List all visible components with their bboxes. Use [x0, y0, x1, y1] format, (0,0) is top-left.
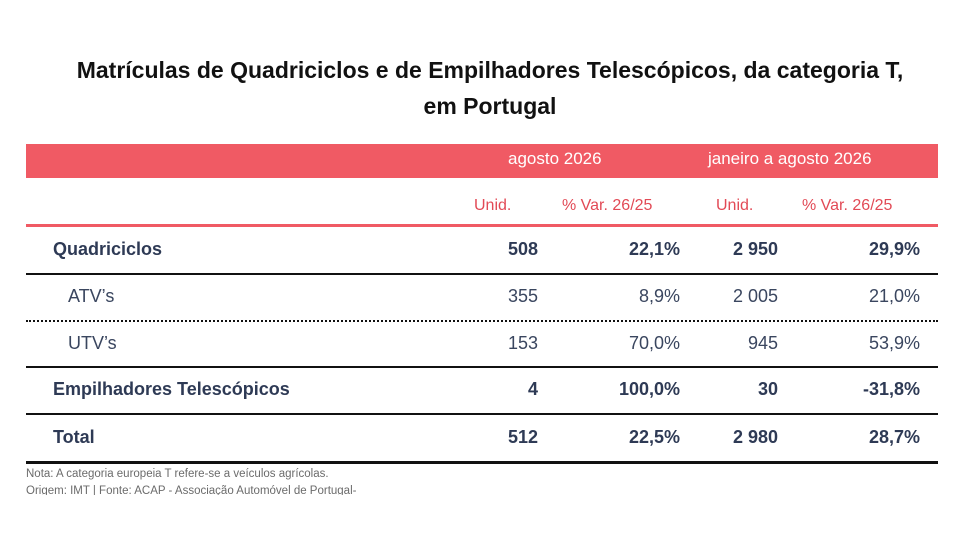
period-header-band: agosto 2026 janeiro a agosto 2026	[26, 144, 938, 178]
row-label: Empilhadores Telescópicos	[53, 379, 290, 399]
row-divider	[26, 413, 938, 415]
period-header-ytd: janeiro a agosto 2026	[708, 149, 872, 168]
cell-units-ytd: 2 980	[732, 427, 778, 447]
col-var-ytd: % Var. 26/25	[802, 197, 893, 214]
table-bottom-border	[26, 461, 938, 464]
table-row-total: Total 512 22,5% 2 980 28,7%	[26, 416, 938, 462]
cell-units-month: 508	[507, 239, 538, 259]
row-label: UTV’s	[68, 333, 117, 353]
cell-var-month: 22,5%	[628, 427, 680, 447]
table-row: ATV’s 355 8,9% 2 005 21,0%	[26, 275, 938, 321]
cell-var-ytd: 28,7%	[868, 427, 920, 447]
cell-units-ytd: 2 950	[732, 239, 778, 259]
cell-var-month: 8,9%	[638, 286, 680, 306]
col-units-month: Unid.	[474, 197, 512, 214]
cell-var-month: 22,1%	[628, 239, 680, 259]
title-line-1: Matrículas de Quadriciclos e de Empilhad…	[76, 57, 904, 83]
cell-units-ytd: 945	[747, 333, 778, 353]
header-divider	[26, 224, 938, 227]
title-line-2: em Portugal	[423, 93, 557, 119]
col-units-ytd: Unid.	[716, 197, 754, 214]
cell-units-month: 355	[507, 286, 538, 306]
cell-units-month: 512	[507, 427, 538, 447]
cell-units-month: 153	[507, 333, 538, 353]
row-label: ATV’s	[68, 286, 115, 306]
cell-var-ytd: 53,9%	[868, 333, 920, 353]
cell-var-ytd: 21,0%	[868, 286, 920, 306]
cell-units-ytd: 30	[757, 379, 778, 399]
table-row: UTV’s 153 70,0% 945 53,9%	[26, 322, 938, 368]
cell-var-ytd: 29,9%	[868, 239, 920, 259]
row-divider-dotted	[26, 320, 938, 322]
cell-var-month: 70,0%	[628, 333, 680, 353]
cell-var-ytd: -31,8%	[862, 379, 920, 399]
row-divider	[26, 366, 938, 368]
footnote: Nota: A categoria europeia T refere-se a…	[26, 468, 329, 480]
cell-var-month: 100,0%	[618, 379, 680, 399]
cell-units-month: 4	[527, 379, 538, 399]
table-row: Empilhadores Telescópicos 4 100,0% 30 -3…	[26, 368, 938, 414]
table-title: Matrículas de Quadriciclos e de Empilhad…	[0, 52, 980, 124]
row-divider	[26, 273, 938, 275]
row-label: Quadriciclos	[53, 239, 163, 259]
period-header-month: agosto 2026	[508, 149, 602, 168]
source-note: Origem: IMT | Fonte: ACAP - Associação A…	[26, 485, 357, 495]
row-label: Total	[53, 427, 95, 447]
table-row: Quadriciclos 508 22,1% 2 950 29,9%	[26, 228, 938, 274]
cell-units-ytd: 2 005	[732, 286, 778, 306]
col-var-month: % Var. 26/25	[562, 197, 653, 214]
